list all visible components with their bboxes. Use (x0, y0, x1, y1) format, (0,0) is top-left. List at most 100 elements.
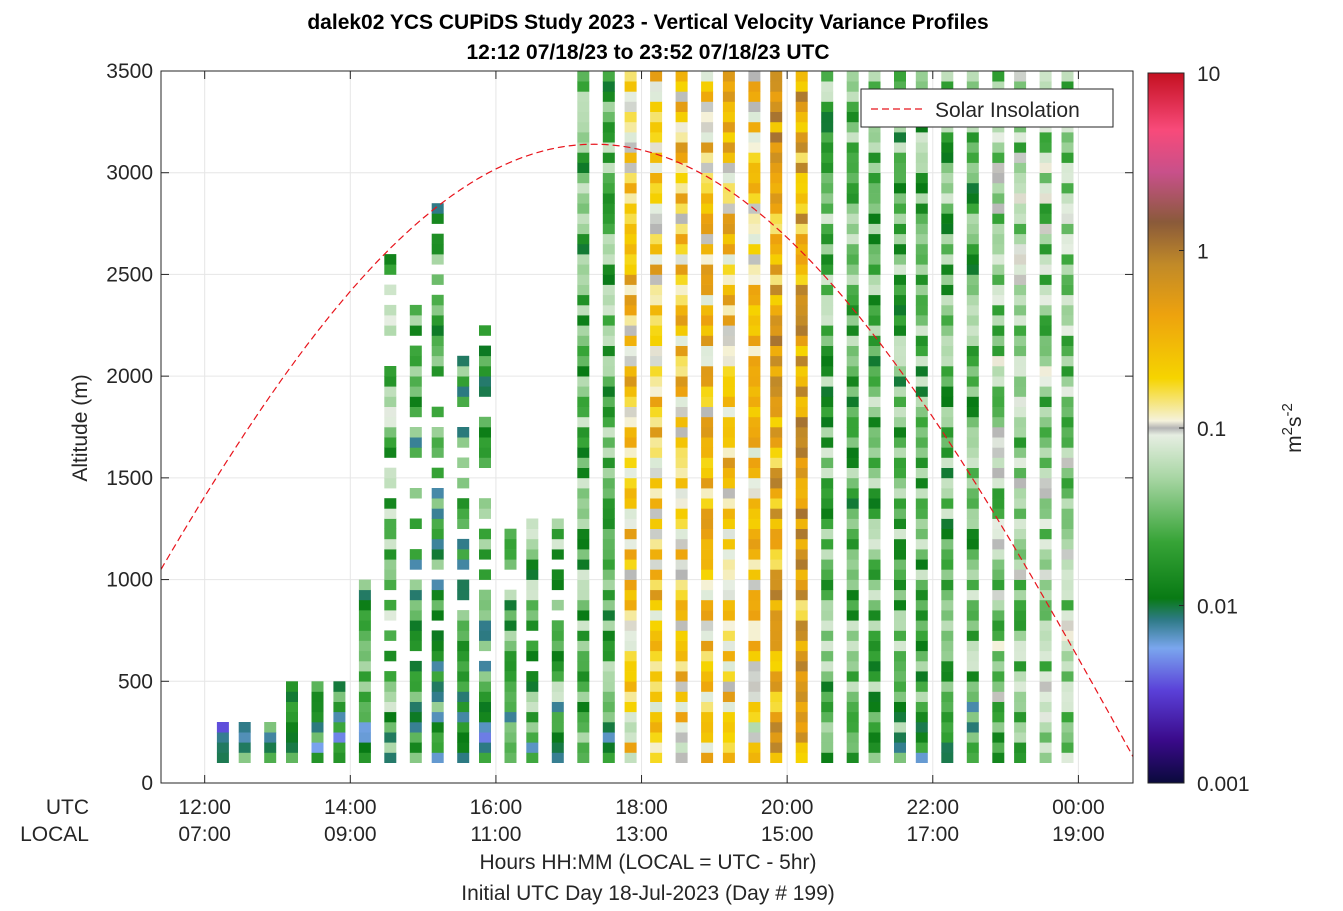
variance-cell (311, 722, 324, 733)
variance-cell (795, 538, 808, 550)
variance-cell (650, 121, 663, 133)
variance-cell (286, 681, 298, 692)
variance-cell (868, 579, 881, 591)
variance-cell (941, 325, 954, 336)
variance-cell (868, 508, 881, 519)
variance-cell (1039, 630, 1052, 641)
variance-cell (1014, 355, 1027, 367)
variance-cell (748, 111, 761, 123)
variance-cell (577, 345, 590, 357)
variance-cell (1039, 376, 1052, 387)
axes: 050010001500200025003000350012:0007:0014… (106, 60, 1133, 846)
variance-cell (577, 213, 590, 224)
variance-cell (966, 457, 979, 468)
variance-cell (650, 304, 663, 316)
y-tick-label: 3500 (106, 60, 153, 83)
variance-cell (868, 193, 881, 204)
variance-cell (624, 477, 637, 489)
variance-cell (1014, 742, 1027, 753)
variance-cell (966, 81, 979, 92)
variance-cell (821, 681, 834, 692)
variance-cell (795, 589, 808, 601)
variance-cell (675, 233, 688, 245)
variance-cell (915, 193, 928, 204)
variance-cell (894, 325, 906, 336)
variance-cell (577, 254, 590, 265)
variance-cell (894, 284, 906, 296)
variance-cell (915, 650, 928, 662)
variance-cell (1061, 518, 1074, 529)
variance-cell (216, 752, 229, 763)
variance-cell (409, 610, 422, 621)
variance-cell (1039, 599, 1052, 611)
variance-cell (992, 396, 1005, 407)
variance-cell (941, 488, 954, 499)
variance-cell (602, 81, 615, 92)
variance-cell (1039, 650, 1052, 662)
variance-cell (821, 91, 834, 102)
variance-cell (504, 711, 517, 723)
variance-cell (675, 132, 688, 143)
variance-cell (770, 559, 783, 570)
variance-cell (915, 284, 928, 296)
variance-cell (650, 264, 663, 275)
variance-cell (846, 233, 859, 245)
variance-cell (1039, 81, 1052, 92)
variance-cell (1014, 264, 1027, 275)
variance-cell (624, 243, 637, 255)
variance-cell (894, 264, 906, 275)
variance-cell (333, 701, 346, 713)
variance-cell (722, 91, 735, 102)
chart-title: dalek02 YCS CUPiDS Study 2023 - Vertical… (307, 11, 988, 34)
variance-cell (748, 396, 761, 407)
variance-cell (1014, 498, 1027, 509)
variance-cell (602, 274, 615, 285)
variance-cell (868, 589, 881, 601)
variance-cell (748, 599, 761, 611)
variance-cell (409, 406, 422, 418)
variance-cell (1014, 701, 1027, 713)
variance-cell (577, 660, 590, 672)
variance-cell (821, 416, 834, 428)
variance-cell (504, 671, 517, 682)
variance-cell (602, 630, 615, 641)
variance-cell (846, 366, 859, 377)
variance-cell (264, 732, 277, 743)
variance-cell (846, 284, 859, 296)
variance-cell (992, 325, 1005, 336)
variance-cell (701, 193, 714, 204)
variance-cell (1014, 488, 1027, 499)
variance-cell (457, 589, 470, 601)
x-tick-label-local: 07:00 (178, 823, 231, 846)
variance-cell (409, 732, 422, 743)
variance-cell (770, 406, 783, 418)
variance-cell (624, 589, 637, 601)
variance-cell (941, 345, 954, 357)
variance-cell (701, 477, 714, 489)
variance-cell (795, 579, 808, 591)
variance-cell (846, 243, 859, 255)
variance-cell (675, 172, 688, 184)
variance-cell (1061, 172, 1074, 184)
variance-cell (624, 722, 637, 733)
variance-cell (431, 325, 444, 336)
variance-cell (966, 71, 979, 82)
x-tick-label-utc: 16:00 (470, 796, 523, 819)
variance-cell (894, 71, 906, 82)
variance-cell (1039, 182, 1052, 194)
variance-cell (701, 335, 714, 346)
variance-cell (1014, 254, 1027, 265)
variance-cell (384, 325, 397, 336)
variance-cell (894, 386, 906, 397)
variance-cell (795, 457, 808, 468)
variance-cell (650, 91, 663, 102)
variance-cell (1061, 274, 1074, 285)
variance-cell (479, 742, 491, 753)
variance-cell (602, 406, 615, 418)
variance-cell (915, 498, 928, 509)
variance-cell (1039, 396, 1052, 407)
variance-cell (384, 681, 397, 692)
variance-cell (675, 213, 688, 224)
variance-cell (358, 691, 371, 702)
variance-cell (358, 671, 371, 682)
